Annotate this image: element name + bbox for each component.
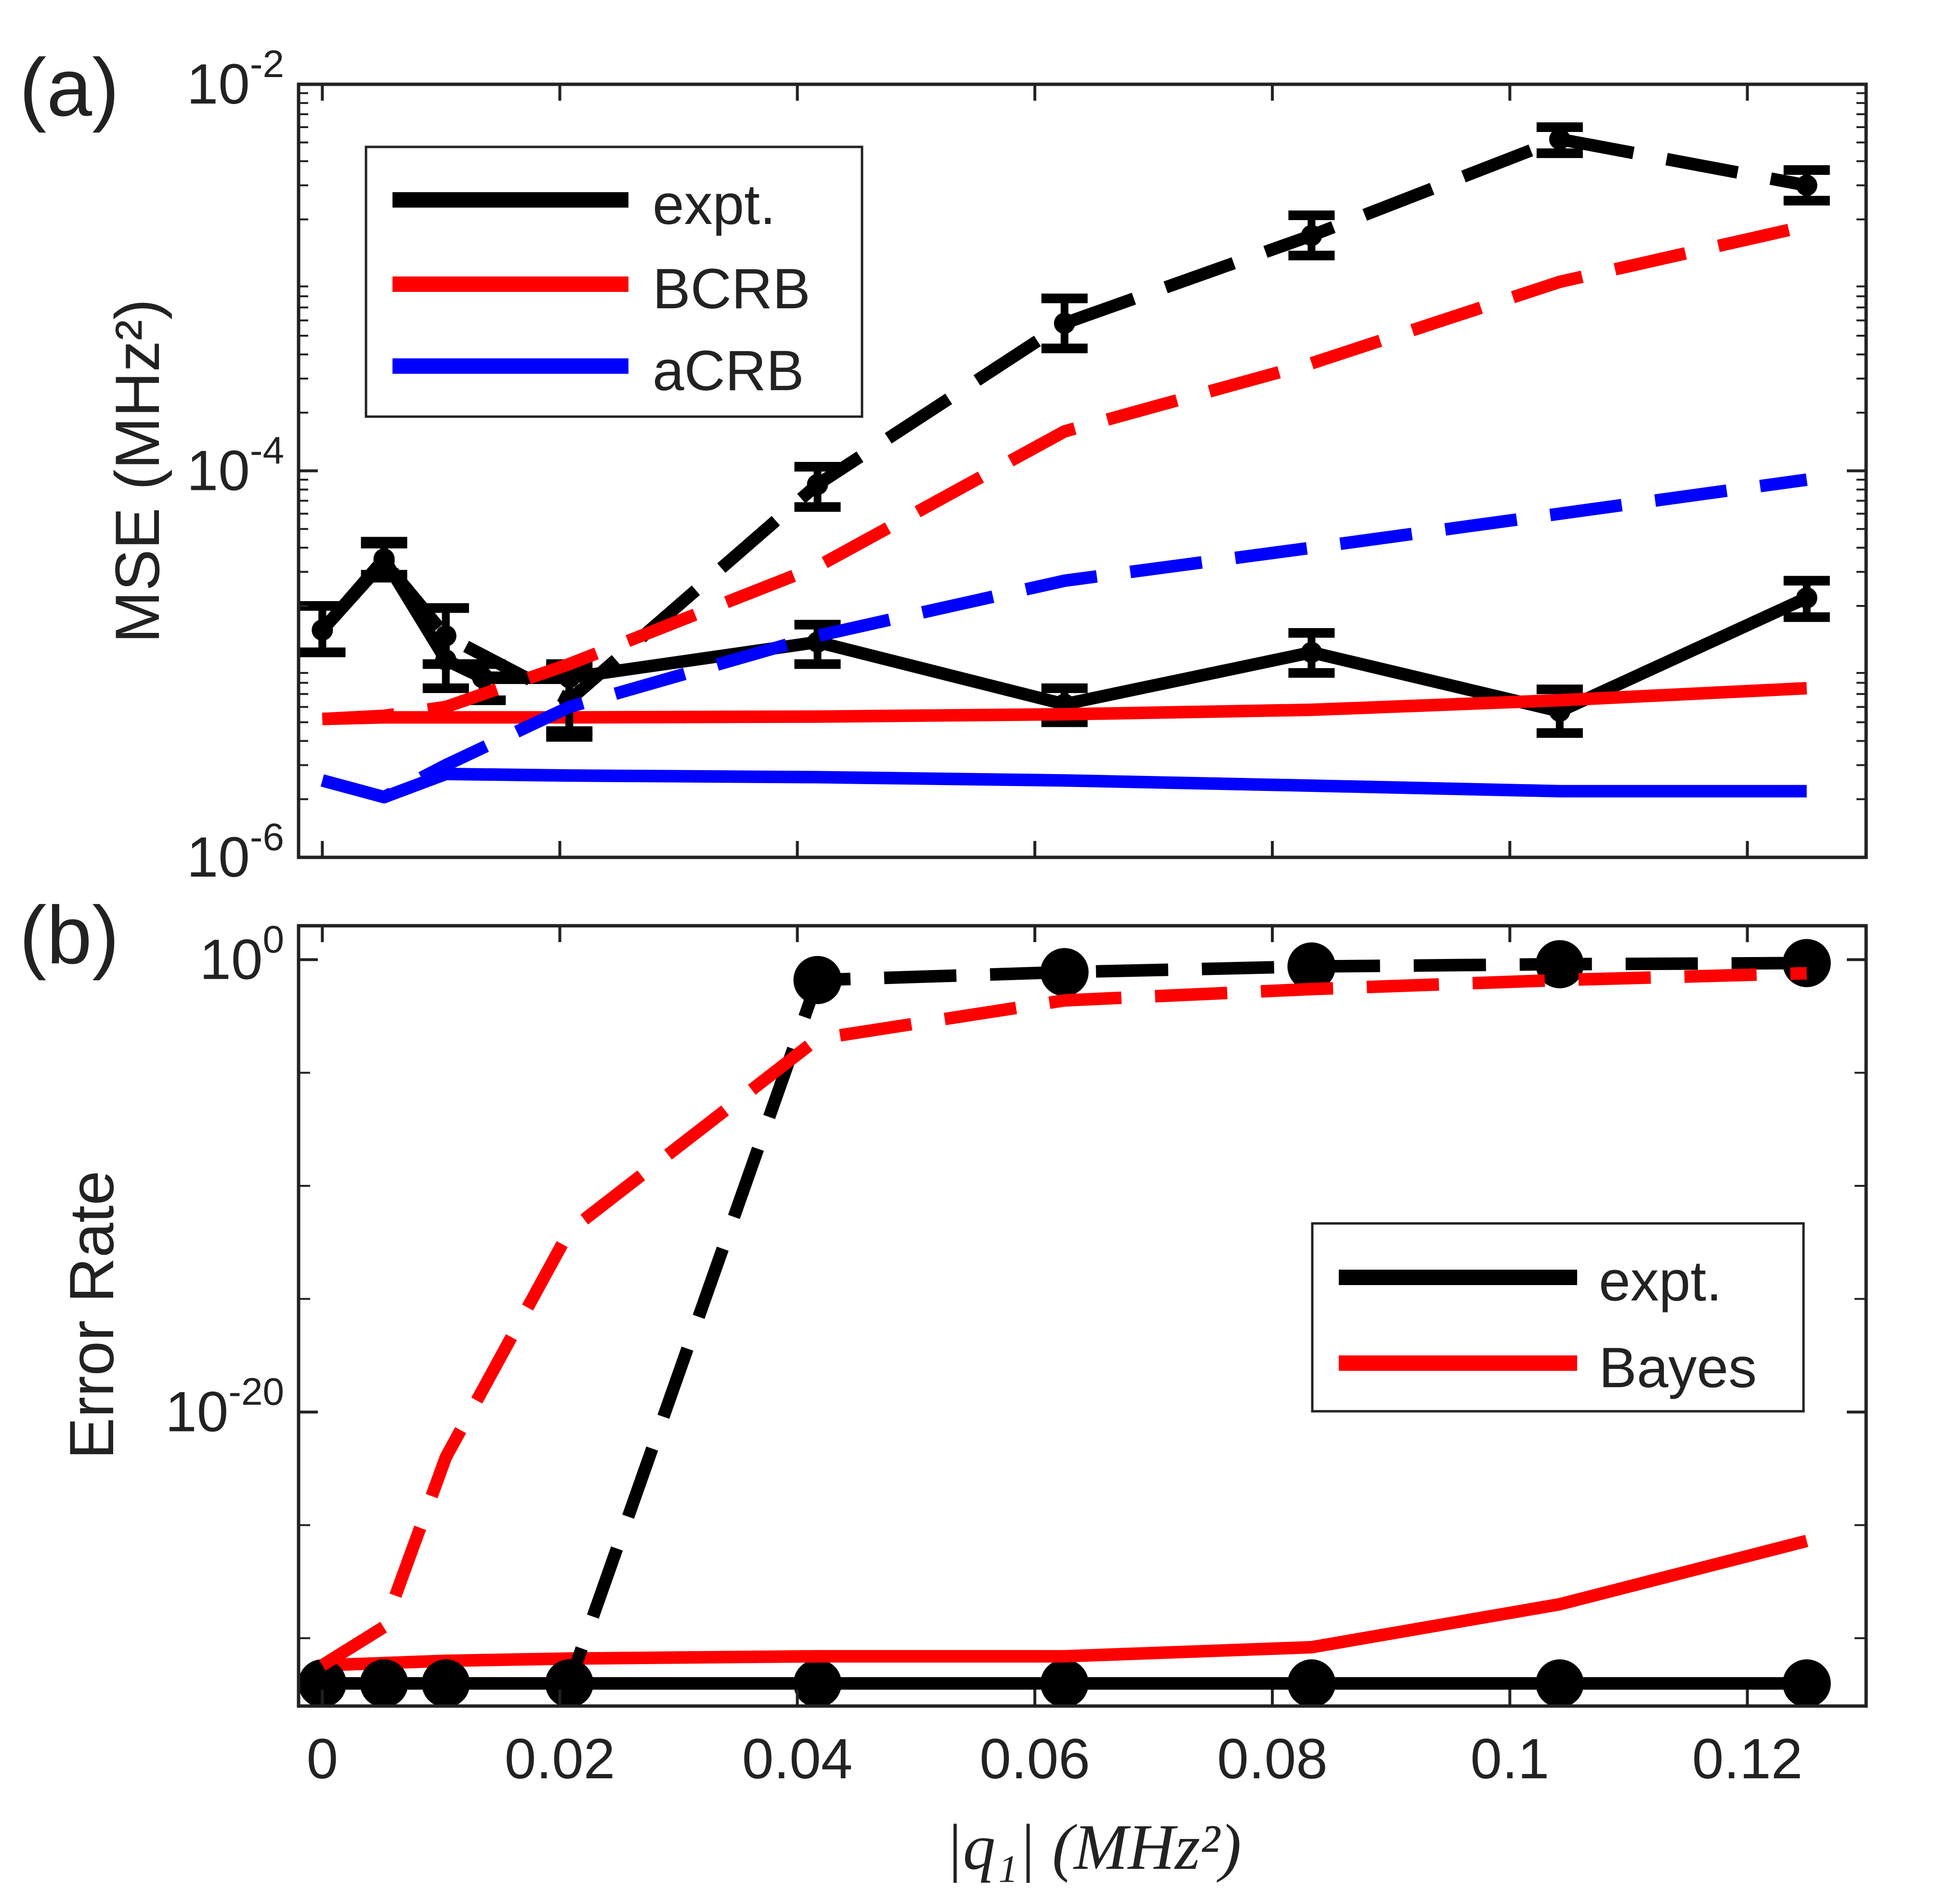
y-tick-label: 10-4 — [187, 429, 284, 503]
data-point — [1782, 1659, 1831, 1708]
data-point — [1040, 1659, 1089, 1708]
data-point — [298, 1659, 347, 1708]
panel-b-legend-box — [1311, 1222, 1805, 1413]
panel-b: (b) 0 0.02 0.04 0.06 0.08 0.1 0.12 100 10-20 Err… — [19, 890, 1868, 1883]
series-line-expt- — [317, 552, 1810, 718]
error-bar — [1288, 210, 1335, 261]
data-point — [421, 1659, 470, 1708]
legend-label-acrb: aCRB — [653, 339, 804, 403]
error-bar — [1783, 576, 1830, 622]
panel-a-legend: expt. BCRB aCRB — [365, 145, 863, 418]
data-point — [1287, 942, 1336, 991]
x-tick-label: 0 — [306, 1727, 338, 1791]
error-bar — [1041, 293, 1088, 354]
x-tick-label: 0.04 — [742, 1727, 853, 1791]
y-tick-label: 100 — [199, 918, 284, 991]
panel-a: (a) 10-2 10-4 10-6 MSE (MHz²) expt. BCRB a… — [19, 42, 1868, 889]
x-axis-label: |q₁| (MHz²) — [945, 1812, 1241, 1883]
data-point — [1040, 948, 1089, 997]
data-point — [1287, 1659, 1336, 1708]
legend-label-expt: expt. — [653, 173, 776, 236]
y-tick-label: 10-20 — [165, 1370, 284, 1444]
x-tick-label: 0.1 — [1470, 1727, 1549, 1791]
error-bar — [422, 603, 469, 669]
series-line-bcrb — [322, 682, 1807, 725]
data-point — [1535, 1659, 1584, 1708]
x-tick-label: 0.02 — [505, 1727, 615, 1791]
error-bar — [794, 619, 841, 669]
data-point — [545, 1659, 594, 1708]
series-line-bcrb-dashed- — [322, 220, 1808, 725]
legend-label-expt-b: expt. — [1599, 1249, 1722, 1313]
data-point — [360, 1659, 408, 1708]
error-bar — [1288, 628, 1335, 678]
data-point — [793, 1659, 842, 1708]
y-tick-label: 10-2 — [187, 42, 284, 116]
error-bar — [794, 461, 841, 512]
series-line-bayes — [322, 1535, 1808, 1672]
x-tick-label: 0.06 — [980, 1727, 1090, 1791]
panel-b-frame — [297, 924, 1868, 1708]
data-point — [1535, 940, 1584, 988]
legend-label-bayes: Bayes — [1599, 1336, 1757, 1400]
series-line-bayes-dashed- — [319, 967, 1807, 1671]
panel-a-plot-area — [299, 122, 1830, 803]
panel-b-plot-area — [298, 939, 1831, 1708]
panel-b-axes: 0 0.02 0.04 0.06 0.08 0.1 0.12 100 10-20 — [165, 918, 1866, 1791]
panel-a-label: (a) — [19, 42, 119, 133]
panel-a-ylabel: MSE (MHz²) — [102, 299, 172, 643]
series-line-acrb-dashed- — [320, 473, 1808, 803]
x-tick-label: 0.08 — [1217, 1727, 1328, 1791]
panel-b-ylabel: Error Rate — [56, 1170, 127, 1459]
series-line-acrb — [320, 767, 1807, 803]
error-bar — [1536, 122, 1583, 158]
panel-b-legend: expt. Bayes — [1311, 1222, 1805, 1413]
data-point — [793, 956, 842, 1004]
data-point — [1782, 939, 1831, 987]
legend-label-bcrb: BCRB — [653, 257, 810, 321]
panel-a-axes: 10-2 10-4 10-6 — [187, 42, 1866, 889]
panel-b-label: (b) — [19, 890, 119, 981]
error-bar — [1783, 165, 1830, 206]
x-tick-label: 0.12 — [1692, 1727, 1803, 1791]
error-bar — [361, 538, 407, 583]
y-tick-label: 10-6 — [187, 815, 284, 889]
